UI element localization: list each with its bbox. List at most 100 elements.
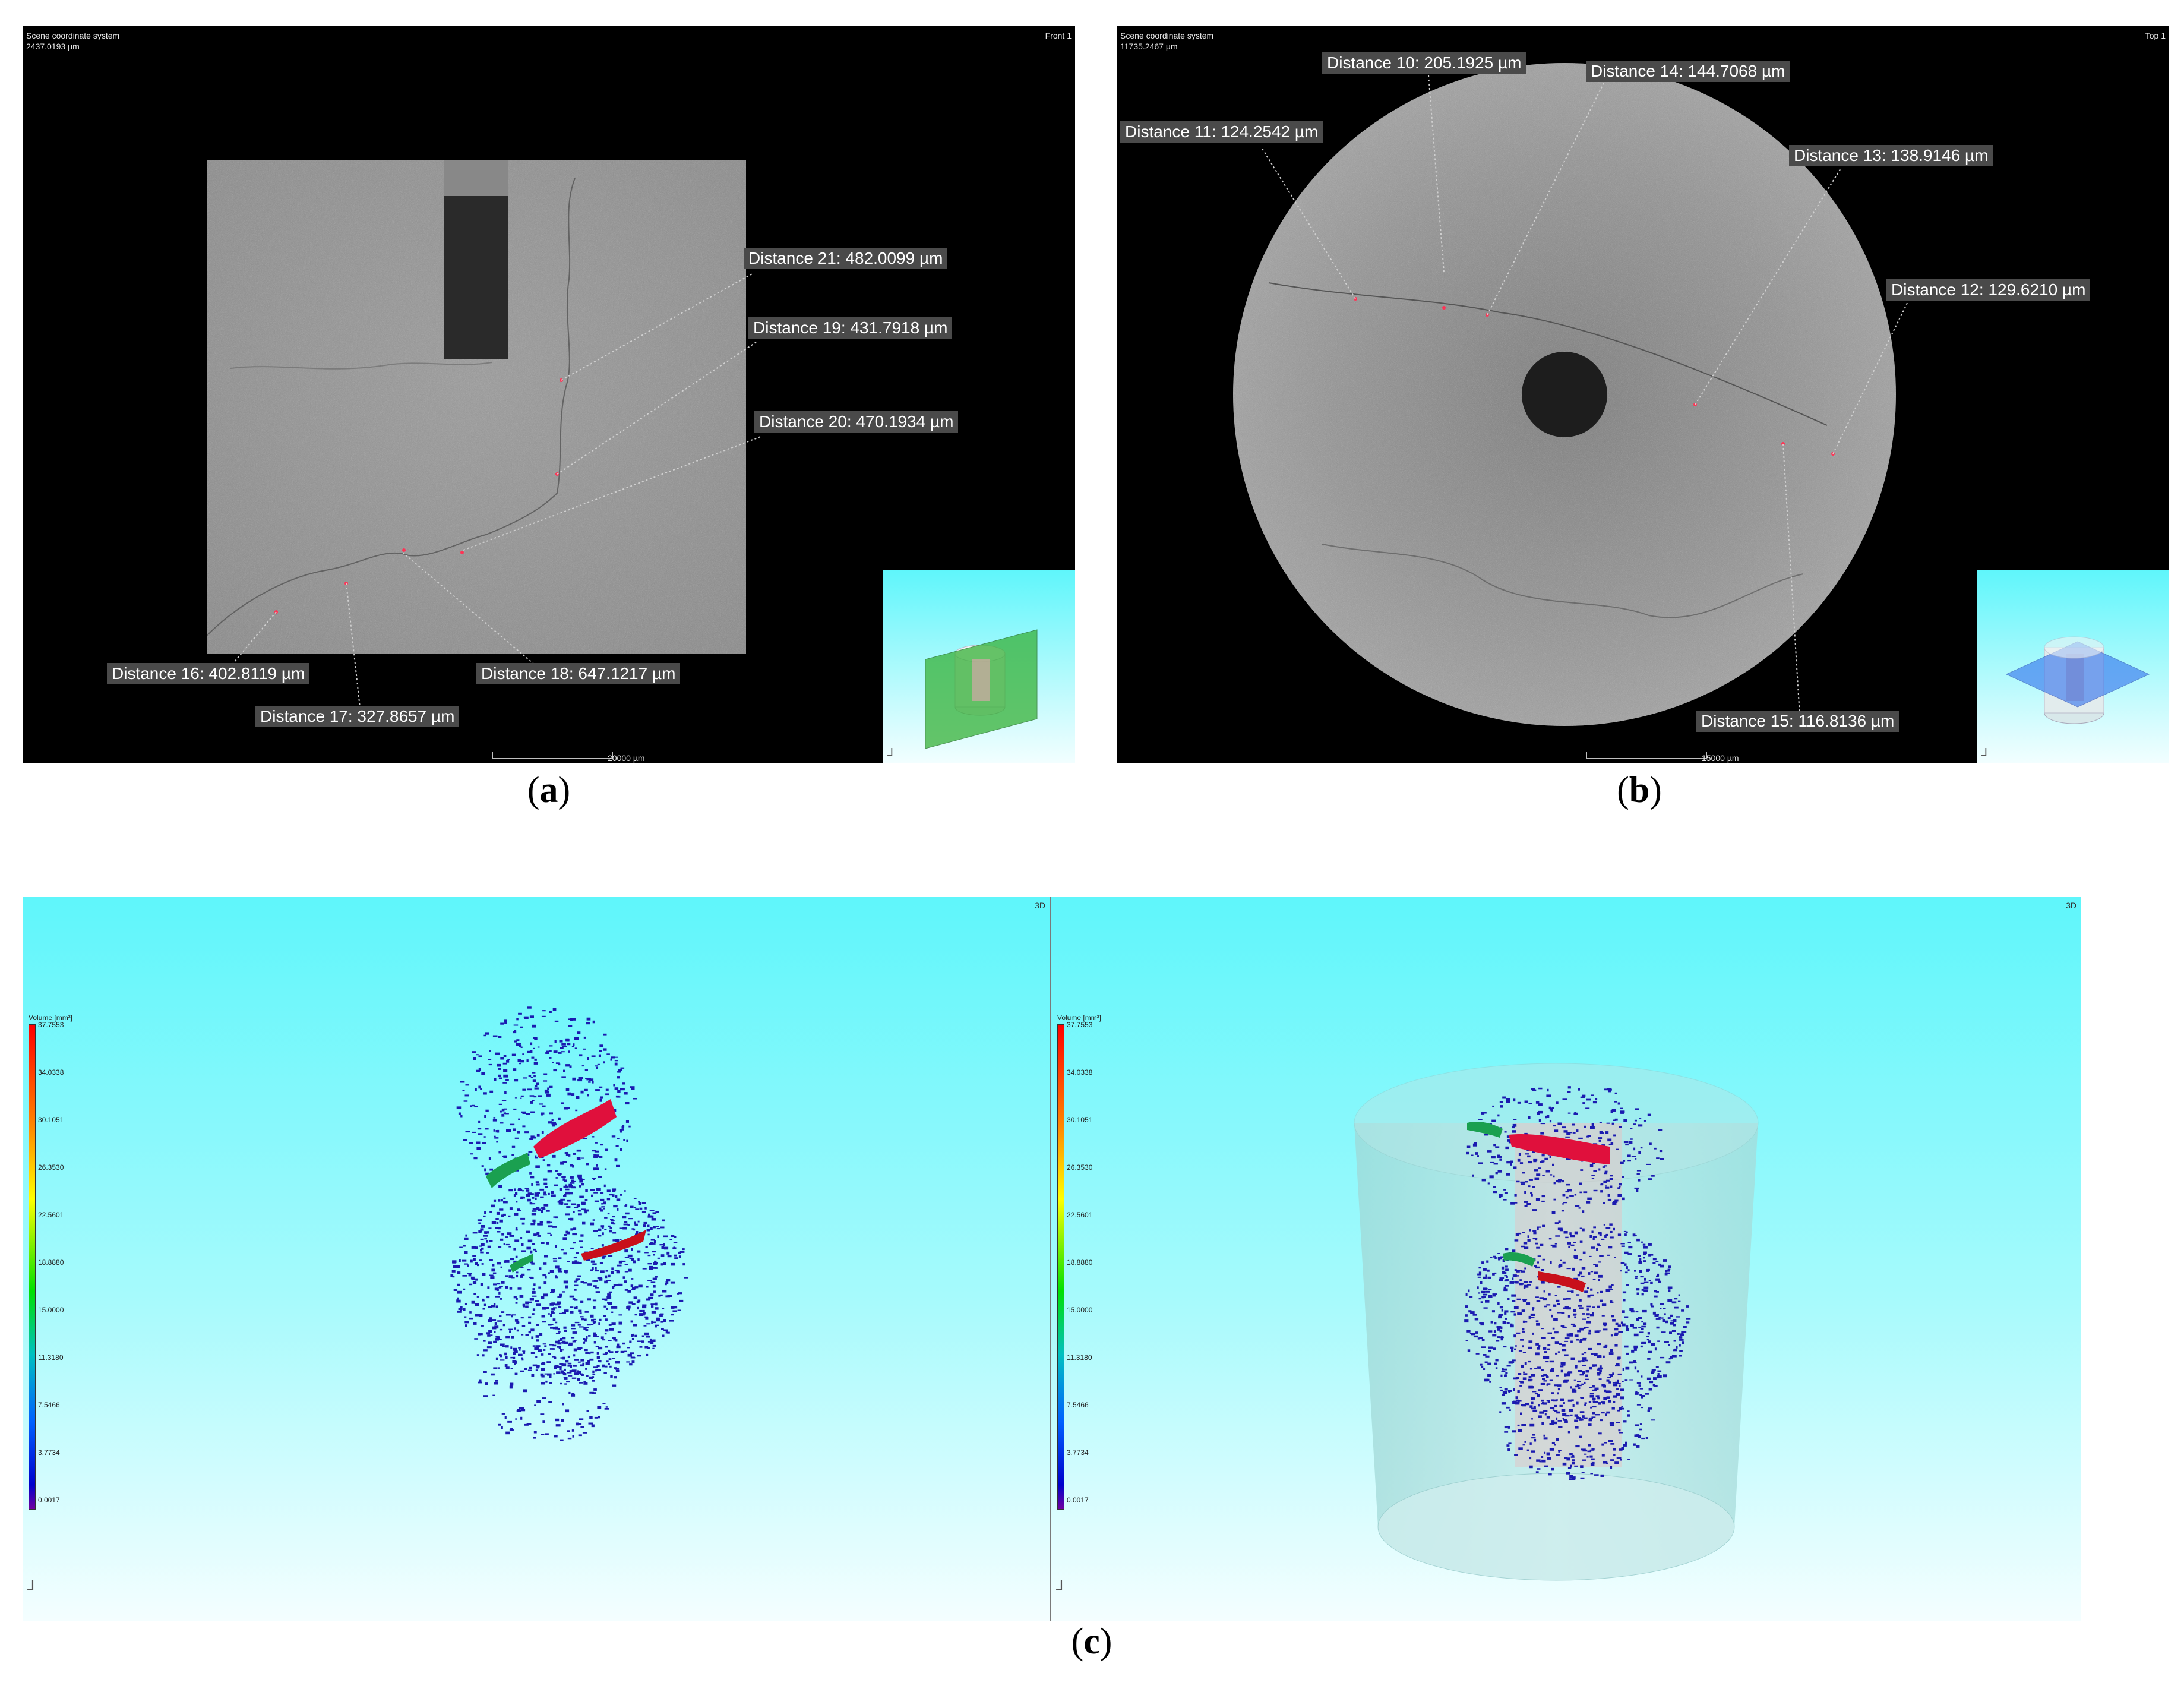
pore-voxel: [483, 1235, 488, 1237]
pore-voxel: [1622, 1323, 1626, 1327]
pore-voxel: [634, 1314, 637, 1316]
pore-voxel: [1487, 1182, 1490, 1185]
pore-voxel: [1513, 1388, 1515, 1391]
pore-voxel: [656, 1262, 658, 1264]
pore-voxel: [490, 1334, 493, 1336]
pore-voxel: [633, 1324, 637, 1327]
pore-voxel: [604, 1333, 607, 1335]
pore-voxel: [1535, 1343, 1539, 1346]
pore-voxel: [1497, 1156, 1502, 1158]
pore-voxel: [1494, 1362, 1497, 1365]
pore-voxel: [530, 1328, 535, 1332]
pore-voxel: [513, 1356, 516, 1359]
pore-voxel: [1598, 1137, 1603, 1139]
pore-voxel: [1643, 1252, 1646, 1255]
pore-voxel: [545, 1275, 547, 1279]
pore-voxel: [564, 1372, 567, 1376]
pore-voxel: [624, 1264, 628, 1265]
pore-voxel: [1682, 1331, 1687, 1333]
caption-b-letter: b: [1629, 770, 1650, 810]
pore-voxel: [1513, 1098, 1516, 1102]
pore-voxel: [1492, 1273, 1495, 1276]
pore-voxel: [618, 1314, 622, 1316]
pore-voxel: [1630, 1310, 1635, 1313]
pore-voxel: [624, 1350, 627, 1352]
pore-voxel: [545, 1052, 549, 1054]
pore-voxel: [602, 1298, 606, 1300]
pore-voxel: [565, 1285, 568, 1289]
pore-voxel: [617, 1208, 619, 1211]
pore-voxel: [1579, 1435, 1582, 1438]
pore-voxel: [606, 1280, 611, 1281]
pore-voxel: [1491, 1119, 1496, 1122]
pore-voxel: [609, 1351, 614, 1353]
pore-voxel: [612, 1232, 617, 1234]
pore-voxel: [572, 1435, 574, 1438]
pore-voxel: [1506, 1406, 1510, 1409]
pore-voxel: [1643, 1322, 1647, 1325]
pore-voxel: [603, 1372, 607, 1374]
pore-voxel: [574, 1321, 580, 1324]
pore-voxel: [655, 1211, 659, 1213]
pore-voxel: [1665, 1320, 1668, 1324]
pore-voxel: [1569, 1453, 1573, 1456]
pore-voxel: [557, 1296, 561, 1298]
pore-voxel: [1553, 1399, 1557, 1402]
pore-voxel: [1531, 1088, 1535, 1091]
pore-voxel: [509, 1287, 513, 1290]
pore-voxel: [570, 1018, 573, 1021]
pore-voxel: [628, 1268, 632, 1272]
pore-voxel: [1636, 1318, 1639, 1321]
pore-voxel: [623, 1223, 628, 1226]
pore-voxel: [1647, 1358, 1651, 1360]
pore-voxel: [631, 1287, 637, 1289]
pore-voxel: [1608, 1246, 1613, 1249]
pore-voxel: [567, 1437, 572, 1440]
pore-voxel: [592, 1178, 596, 1179]
pore-voxel: [522, 1350, 526, 1352]
pore-voxel: [515, 1302, 518, 1304]
pore-voxel: [1581, 1275, 1585, 1277]
crack-segment: [1509, 1134, 1610, 1164]
pore-voxel: [1673, 1324, 1676, 1327]
pore-voxel: [565, 1213, 570, 1216]
pore-voxel: [631, 1258, 634, 1261]
pore-voxel: [559, 1312, 563, 1314]
pore-voxel: [625, 1212, 630, 1215]
pore-voxel: [1570, 1340, 1573, 1343]
pore-voxel: [557, 1366, 562, 1368]
pore-voxel: [624, 1190, 626, 1192]
pore-voxel: [609, 1227, 612, 1229]
pore-voxel: [1553, 1175, 1555, 1178]
pore-voxel: [1524, 1132, 1528, 1135]
pore-voxel: [1513, 1313, 1516, 1316]
pore-voxel: [478, 1381, 482, 1384]
pore-voxel: [1579, 1327, 1584, 1331]
pore-voxel: [1617, 1233, 1622, 1236]
pore-voxel: [1566, 1196, 1569, 1199]
pore-voxel: [611, 1267, 614, 1271]
pore-voxel: [516, 1271, 519, 1274]
pore-voxel: [1540, 1161, 1544, 1163]
pore-voxel: [660, 1254, 665, 1257]
pore-voxel: [1479, 1337, 1482, 1339]
pore-voxel: [1519, 1385, 1522, 1387]
pore-voxel: [642, 1268, 647, 1270]
pore-voxel: [486, 1346, 492, 1349]
pore-voxel: [574, 1260, 577, 1262]
pore-voxel: [498, 1074, 501, 1077]
pore-voxel: [564, 1194, 567, 1197]
pore-voxel: [1570, 1456, 1575, 1458]
pore-voxel: [1614, 1461, 1619, 1464]
pore-voxel: [485, 1382, 488, 1385]
pore-voxel: [571, 1369, 577, 1372]
pore-voxel: [651, 1321, 656, 1324]
pore-voxel: [637, 1340, 641, 1342]
pore-voxel: [603, 1201, 606, 1205]
pore-voxel: [628, 1301, 633, 1304]
pore-voxel: [1686, 1305, 1689, 1308]
pore-voxel: [1554, 1331, 1559, 1334]
pore-voxel: [576, 1204, 580, 1207]
pore-voxel: [1570, 1414, 1573, 1416]
pore-voxel: [603, 1305, 607, 1308]
